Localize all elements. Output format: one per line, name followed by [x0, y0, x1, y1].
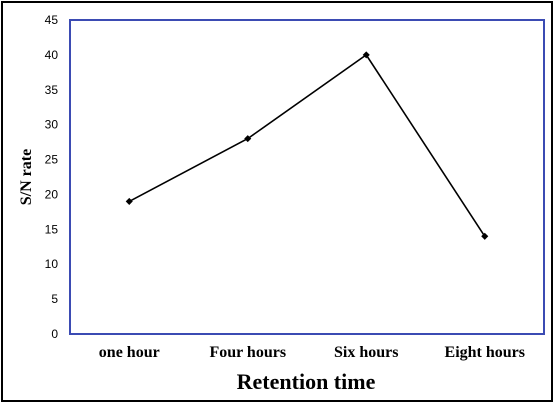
x-tick-label: Six hours	[334, 344, 398, 361]
chart-frame	[1, 1, 553, 402]
x-tick-label: Eight hours	[445, 344, 525, 361]
y-axis-title: S/N rate	[18, 149, 35, 205]
x-tick-label: one hour	[99, 344, 160, 361]
data-point	[362, 51, 370, 59]
y-tick-label: 10	[45, 257, 59, 271]
y-tick-label: 20	[45, 187, 59, 201]
data-point	[125, 197, 133, 205]
y-tick-label: 25	[45, 153, 59, 167]
y-axis-ticks: 0 5 10 15 20 25 30 35 40 45	[45, 13, 59, 341]
y-tick-label: 0	[51, 327, 58, 341]
x-tick-label: Four hours	[209, 344, 286, 361]
y-tick-label: 15	[45, 222, 59, 236]
y-tick-label: 5	[51, 292, 58, 306]
series-points	[125, 51, 489, 240]
x-axis-ticks: one hour Four hours Six hours Eight hours	[99, 344, 525, 361]
plot-area	[69, 19, 545, 335]
y-tick-label: 40	[45, 48, 59, 62]
y-tick-label: 35	[45, 83, 59, 97]
series-line	[128, 53, 486, 237]
data-point	[481, 232, 489, 240]
y-tick-label: 45	[45, 13, 59, 27]
y-tick-label: 30	[45, 118, 59, 132]
data-point	[244, 135, 252, 143]
x-axis-title: Retention time	[237, 369, 376, 394]
